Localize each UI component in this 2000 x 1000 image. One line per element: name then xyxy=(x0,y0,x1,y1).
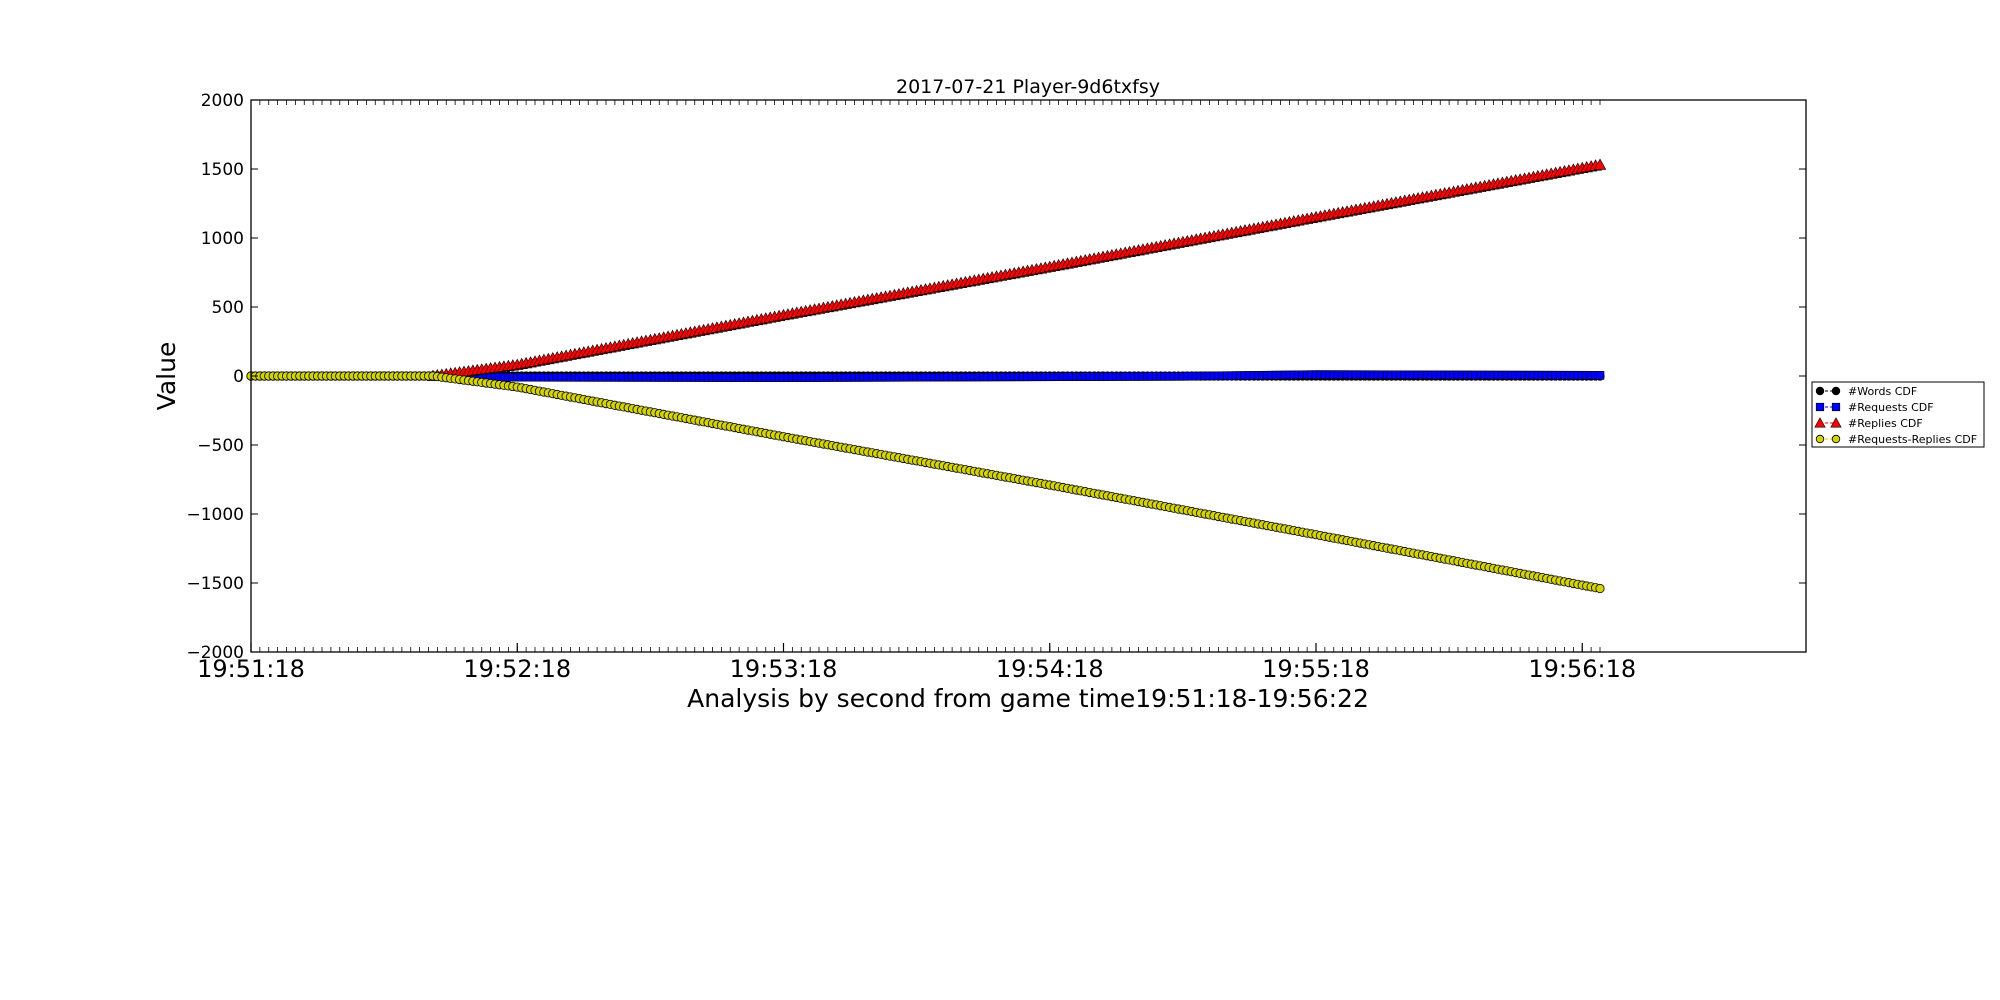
series-line xyxy=(251,164,1601,377)
x-tick-label: 19:51:18 xyxy=(197,655,305,683)
legend-label: #Requests CDF xyxy=(1848,401,1934,414)
legend-label: #Replies CDF xyxy=(1848,417,1923,430)
series-requests-replies-cdf xyxy=(246,371,1605,594)
legend-entry: #Words CDF xyxy=(1815,385,1917,398)
legend-marker xyxy=(1815,402,1825,412)
legend-label: #Words CDF xyxy=(1848,385,1917,398)
y-tick-label: −1500 xyxy=(186,574,244,594)
legend: #Words CDF #Requests CDF #Replies CDF #Requ… xyxy=(1811,381,1985,448)
y-tick-label: 1500 xyxy=(201,160,244,180)
y-tick-label: −2000 xyxy=(186,643,244,663)
x-tick-label: 19:53:18 xyxy=(730,655,838,683)
y-axis: −2000 −1500 −1000 −500 0 500 1000 1500 2000 xyxy=(186,91,1806,663)
legend-marker xyxy=(1831,434,1841,444)
y-tick-label: 0 xyxy=(233,367,244,387)
series-replies-cdf xyxy=(251,158,1607,381)
legend-marker xyxy=(1831,402,1841,412)
legend-box xyxy=(1811,381,1985,448)
legend-entry: #Requests-Replies CDF xyxy=(1815,433,1977,446)
data-point xyxy=(1595,371,1605,380)
y-tick-label: −500 xyxy=(197,436,244,456)
data-point xyxy=(1595,583,1605,594)
series-line xyxy=(251,375,1601,590)
y-tick-label: 500 xyxy=(212,298,244,318)
x-tick-label: 19:56:18 xyxy=(1528,655,1636,683)
legend-marker xyxy=(1815,434,1825,444)
legend-marker xyxy=(1815,386,1825,396)
y-tick-label: 2000 xyxy=(201,91,244,111)
x-axis-label: Analysis by second from game time19:51:1… xyxy=(687,684,1369,713)
x-tick-label: 19:54:18 xyxy=(996,655,1104,683)
y-axis-label: Value xyxy=(152,342,181,411)
legend-marker xyxy=(1831,386,1841,396)
legend-entry: #Replies CDF xyxy=(1814,417,1923,430)
y-tick-label: −1000 xyxy=(186,505,244,525)
x-axis: 19:51:18 19:52:18 19:53:18 19:54:18 19:55:18… xyxy=(197,100,1636,683)
series-layer xyxy=(246,158,1607,594)
legend-entry: #Requests CDF xyxy=(1815,401,1934,414)
chart-title: 2017-07-21 Player-9d6txfsy xyxy=(896,76,1160,98)
legend-marker xyxy=(1814,417,1826,428)
x-tick-label: 19:52:18 xyxy=(463,655,571,683)
y-tick-label: 1000 xyxy=(201,229,244,249)
legend-marker xyxy=(1830,417,1842,428)
x-tick-label: 19:55:18 xyxy=(1262,655,1370,683)
legend-label: #Requests-Replies CDF xyxy=(1848,433,1977,446)
data-point xyxy=(1593,158,1607,170)
